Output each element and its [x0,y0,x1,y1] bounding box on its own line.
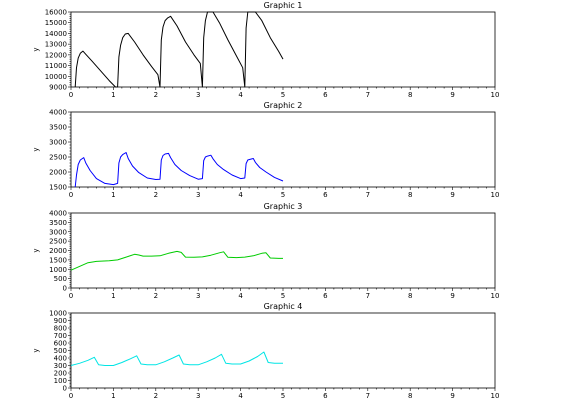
series-line [70,351,283,366]
x-tick-label: 3 [196,91,200,99]
y-tick-label: 1000 [49,266,67,274]
y-tick-label: 2500 [49,154,67,162]
x-tick-label: 9 [450,392,454,400]
y-tick-label: 1500 [49,256,67,264]
x-tick-label: 0 [69,292,73,300]
y-tick-label: 100 [54,377,67,385]
y-tick-label: 14000 [45,30,67,38]
series-line [74,152,284,188]
x-tick-label: 9 [450,91,454,99]
x-tick-label: 2 [154,392,158,400]
x-tick-label: 7 [366,392,370,400]
x-tick-label: 6 [323,292,328,300]
y-tick-label: 2000 [49,169,67,177]
y-tick-label: 15000 [45,19,67,27]
y-tick-label: 0 [63,285,67,293]
plot-frame [70,312,496,389]
x-tick-label: 3 [196,292,200,300]
x-tick-label: 1 [111,392,115,400]
x-tick-label: 3 [196,392,200,400]
x-tick-label: 4 [238,292,243,300]
x-tick-label: 8 [408,191,412,199]
plot-frame [70,111,496,188]
x-tick-label: 4 [238,392,243,400]
y-tick-label: 800 [54,325,67,333]
x-tick-label: 10 [491,292,500,300]
y-tick-label: 2000 [49,247,67,255]
plot-frame [70,11,496,88]
x-tick-label: 7 [366,191,370,199]
y-tick-label: 3500 [49,124,67,132]
y-tick-label: 12000 [45,51,67,59]
chart-panel-1: Graphic 1 0 1 2 3 4 5 6 7 8 9 10 9000 10000 11000 12000… [32,1,499,99]
x-tick-label: 4 [238,91,243,99]
x-tick-label: 7 [366,91,370,99]
chart-title: Graphic 1 [264,1,303,10]
x-tick-label: 5 [281,292,285,300]
chart-title: Graphic 2 [264,101,303,110]
y-tick-label: 10000 [45,73,67,81]
y-tick-label: 500 [54,347,67,355]
y-axis-label: y [32,248,40,252]
x-tick-label: 4 [238,191,243,199]
y-tick-label: 1500 [49,184,67,192]
y-tick-label: 13000 [45,41,67,49]
x-tick-label: 8 [408,91,412,99]
chart-panel-2: Graphic 2 0 1 2 3 4 5 6 7 8 9 10 1500 2000 2500 3000 350… [32,101,499,199]
y-tick-label: 3000 [49,139,67,147]
y-tick-label: 4000 [49,210,67,218]
series-line [70,250,283,271]
x-tick-label: 10 [491,91,500,99]
x-tick-label: 10 [491,191,500,199]
y-tick-label: 9000 [49,84,67,92]
x-tick-label: 9 [450,191,454,199]
chart-title: Graphic 3 [264,202,303,211]
x-tick-label: 6 [323,191,328,199]
y-axis-label: y [32,348,40,352]
x-tick-label: 8 [408,292,412,300]
x-tick-label: 1 [111,191,115,199]
y-axis-label: y [32,47,40,51]
y-tick-label: 4000 [49,109,67,117]
x-tick-label: 6 [323,392,328,400]
y-tick-label: 200 [54,370,67,378]
x-tick-label: 9 [450,292,454,300]
x-tick-label: 5 [281,91,285,99]
chart-panel-4: Graphic 40 1 2 3 4 5 6 7 8 9 100100200300400500600… [32,302,499,400]
y-tick-label: 0 [63,385,67,393]
x-tick-label: 1 [111,91,115,99]
x-tick-label: 0 [69,191,73,199]
y-tick-label: 300 [54,362,67,370]
y-tick-label: 3500 [49,219,67,227]
y-tick-label: 2500 [49,238,67,246]
x-tick-label: 2 [154,191,158,199]
series-line [74,11,284,88]
x-tick-label: 0 [69,392,73,400]
y-tick-label: 600 [54,340,67,348]
plot-frame [70,212,496,289]
y-tick-label: 400 [54,355,67,363]
x-tick-label: 0 [69,91,73,99]
x-tick-label: 1 [111,292,115,300]
y-axis-label: y [32,147,40,151]
x-tick-label: 5 [281,392,285,400]
y-tick-label: 3000 [49,228,67,236]
chart-title: Graphic 4 [264,302,303,311]
x-tick-label: 10 [491,392,500,400]
y-tick-label: 1000 [49,310,67,318]
y-tick-label: 16000 [45,9,67,17]
x-tick-label: 2 [154,292,158,300]
x-tick-label: 6 [323,91,328,99]
x-tick-label: 5 [281,191,285,199]
y-tick-label: 900 [54,317,67,325]
x-tick-label: 2 [154,91,158,99]
x-tick-label: 7 [366,292,370,300]
x-tick-label: 3 [196,191,200,199]
y-tick-label: 500 [54,275,67,283]
y-tick-label: 11000 [45,62,67,70]
y-tick-label: 700 [54,332,67,340]
x-tick-label: 8 [408,392,412,400]
